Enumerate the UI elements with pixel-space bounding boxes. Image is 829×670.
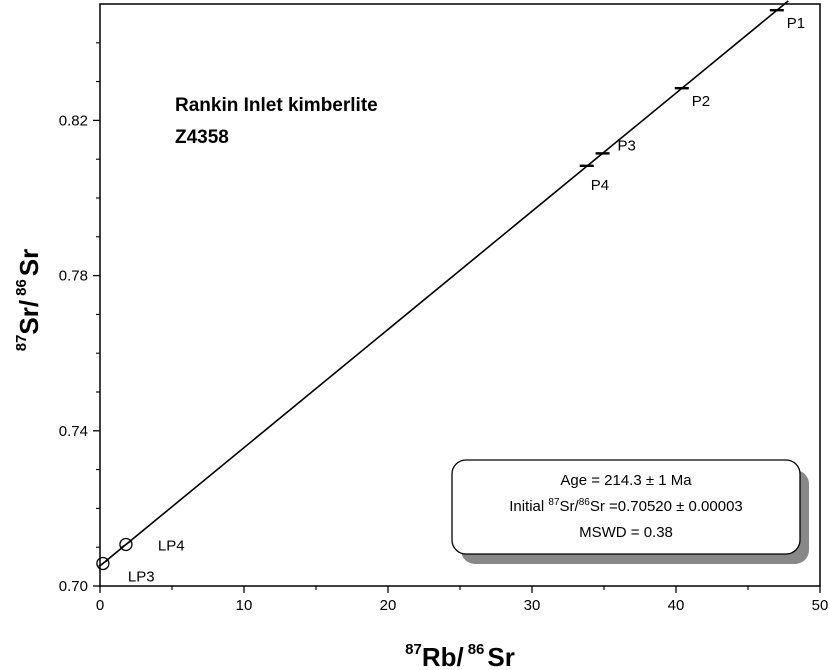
x-tick-label: 50 (812, 597, 829, 614)
point-p3: P3 (595, 137, 636, 155)
y-tick-label: 0.82 (59, 112, 88, 129)
point-p1: P1 (769, 9, 805, 32)
y-tick-label: 0.74 (59, 423, 88, 440)
y-tick-label: 0.70 (59, 578, 88, 595)
point-p4: P4 (579, 164, 609, 194)
point-marker-circle (96, 556, 110, 571)
axis-ticks (93, 42, 821, 593)
mswd-text: MSWD = 0.38 (579, 524, 673, 541)
point-label: P1 (787, 15, 805, 32)
isochron-result-box: Age = 214.3 ± 1 Ma Initial 87Sr/86Sr =0.… (451, 459, 809, 564)
point-lp3: LP3 (96, 556, 155, 585)
x-tick-label: 40 (668, 597, 685, 614)
x-tick-label: 20 (380, 597, 397, 614)
y-axis-title: 87Sr/86Sr (13, 249, 44, 352)
x-tick-label: 10 (236, 597, 253, 614)
axis-tick-labels: 0 10 20 30 40 50 0.70 0.74 0.78 0.82 (59, 112, 829, 614)
point-label: P2 (692, 93, 710, 110)
point-lp4: LP4 (119, 537, 185, 554)
x-tick-label: 30 (524, 597, 541, 614)
y-tick-label: 0.78 (59, 268, 88, 285)
x-axis-title: 87Rb/86 Sr (405, 641, 515, 670)
age-text: Age = 214.3 ± 1 Ma (560, 472, 692, 489)
point-marker-slash (120, 541, 132, 548)
point-label: P4 (591, 177, 609, 194)
point-marker-slash (97, 560, 109, 567)
point-label: LP4 (158, 537, 185, 554)
point-p2: P2 (674, 86, 710, 110)
point-marker-circle (119, 537, 133, 552)
point-label: LP3 (128, 568, 155, 585)
title-line-1: Rankin Inlet kimberlite (175, 95, 378, 116)
point-label: P3 (618, 137, 636, 154)
x-tick-label: 0 (96, 597, 104, 614)
initial-ratio-text: Initial 87Sr/86Sr =0.70520 ± 0.00003 (509, 497, 743, 515)
chart-title: Rankin Inlet kimberlite Z4358 (175, 95, 378, 148)
title-line-2: Z4358 (175, 127, 229, 148)
isochron-line (99, 0, 789, 567)
result-box (451, 459, 801, 555)
